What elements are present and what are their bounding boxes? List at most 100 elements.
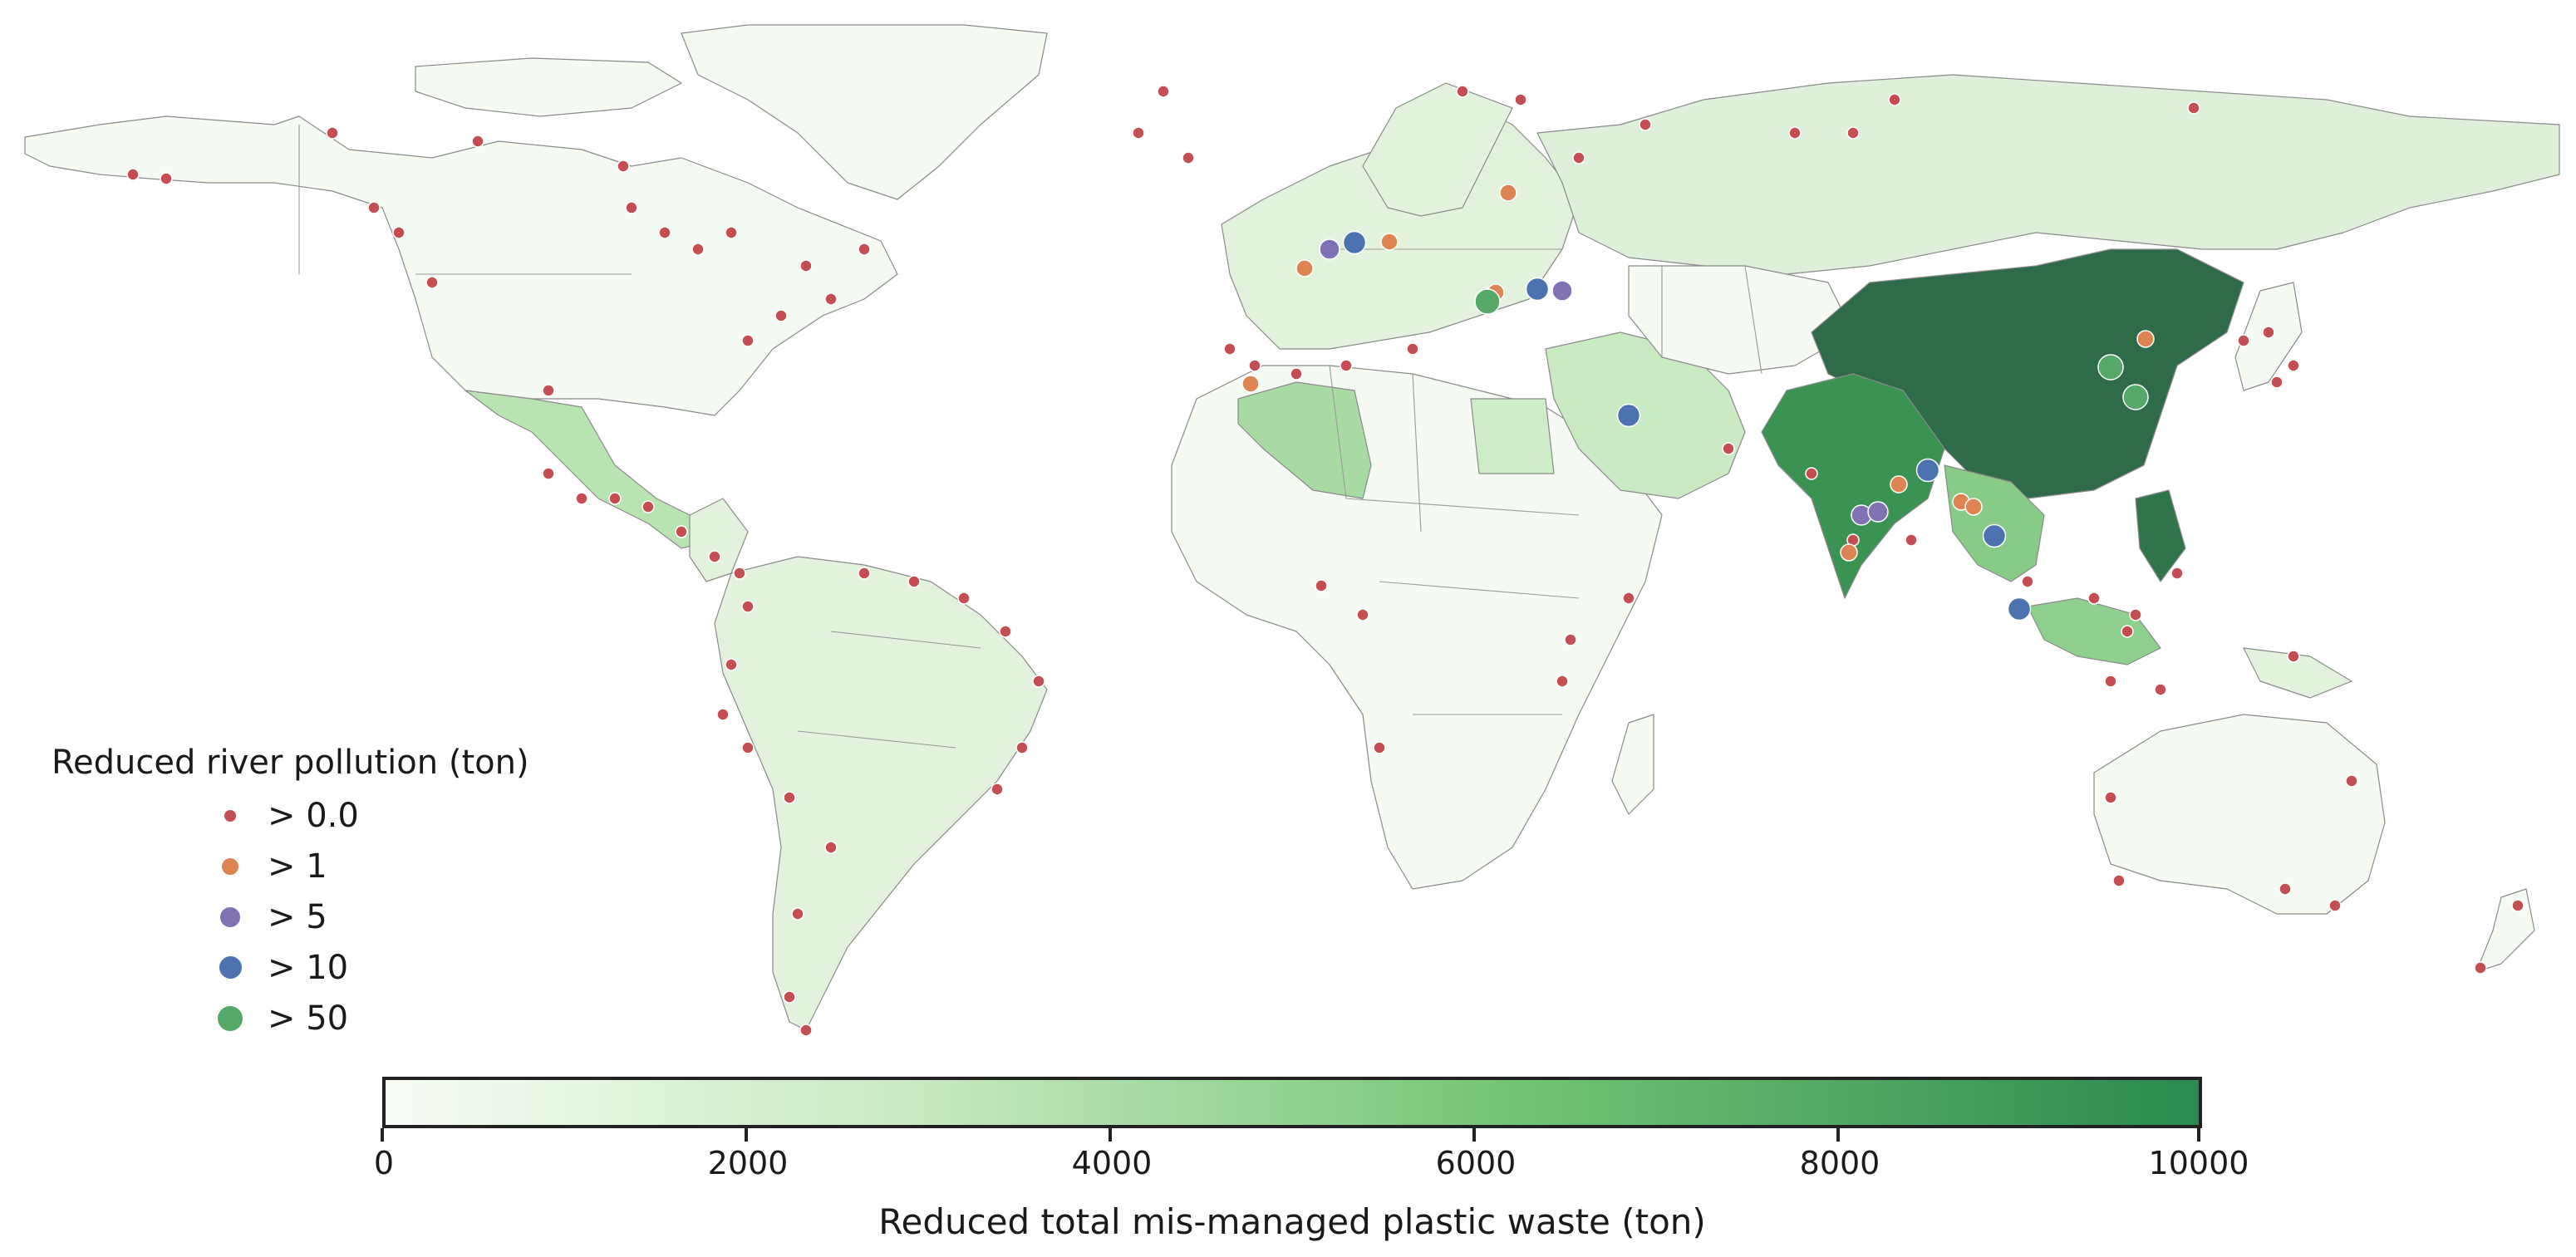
river-marker: [824, 841, 838, 854]
river-marker: [2129, 608, 2142, 621]
river-marker: [642, 500, 655, 513]
river-marker: [2474, 961, 2487, 975]
river-marker: [1474, 288, 1501, 315]
river-marker: [2136, 330, 2155, 348]
river-marker: [425, 276, 439, 289]
river-marker: [2287, 650, 2300, 663]
river-marker: [999, 625, 1012, 638]
legend-item-1: > 1: [52, 841, 529, 891]
river-marker: [542, 384, 555, 397]
river-marker: [708, 550, 721, 563]
colorbar-title: Reduced total mis-managed plastic waste …: [878, 1201, 1706, 1242]
river-marker: [1867, 501, 1889, 523]
river-marker: [1499, 184, 1517, 202]
colorbar-ticks: 0 2000 4000 6000 8000 10000: [374, 1128, 2249, 1181]
river-marker: [1964, 498, 1983, 516]
river-marker: [1888, 93, 1901, 106]
land-scandinavia: [1362, 82, 1513, 217]
river-marker: [1295, 259, 1314, 277]
river-marker: [1890, 475, 1908, 493]
river-marker: [858, 567, 871, 580]
river-marker: [2328, 899, 2342, 912]
tick-mark: [1836, 1128, 1840, 1142]
river-marker: [1905, 533, 1918, 547]
river-marker: [824, 292, 838, 306]
legend-label-3: > 10: [268, 948, 349, 987]
legend-item-2: > 5: [52, 891, 529, 942]
river-marker: [716, 708, 730, 721]
land-greenland: [681, 24, 1048, 200]
river-marker: [2104, 675, 2117, 688]
land-philippines: [2135, 489, 2186, 582]
river-marker: [2104, 791, 2117, 804]
river-marker: [907, 575, 921, 588]
river-marker: [957, 592, 971, 605]
river-marker: [367, 201, 381, 214]
river-marker: [1356, 608, 1369, 621]
land-indonesia: [2027, 597, 2161, 665]
river-marker: [575, 492, 588, 505]
tick-mark: [381, 1128, 384, 1142]
river-marker: [1622, 592, 1635, 605]
river-marker: [1182, 151, 1195, 164]
river-marker: [1722, 442, 1735, 455]
river-marker: [2262, 326, 2275, 339]
river-marker: [1241, 375, 1260, 393]
river-marker: [1290, 367, 1303, 381]
river-marker: [2021, 575, 2034, 588]
river-marker: [1406, 342, 1419, 356]
river-marker: [392, 226, 406, 239]
river-marker: [2170, 567, 2184, 580]
river-marker: [126, 168, 140, 181]
river-marker: [799, 1024, 813, 1037]
river-marker: [326, 126, 339, 140]
river-marker: [1248, 359, 1261, 372]
river-marker: [1846, 126, 1860, 140]
country-border: [797, 730, 956, 749]
river-marker: [1514, 93, 1527, 106]
river-marker: [2122, 384, 2149, 410]
land-north-america: [24, 115, 898, 416]
river-marker: [2237, 334, 2250, 347]
river-marker: [691, 243, 705, 256]
river-marker: [1840, 543, 1858, 562]
river-marker: [783, 990, 796, 1004]
country-border: [830, 631, 981, 649]
tick-label: 8000: [1799, 1145, 1880, 1181]
river-marker: [774, 309, 788, 322]
river-marker: [2511, 899, 2524, 912]
river-marker: [542, 467, 555, 480]
river-marker: [1551, 280, 1573, 302]
legend-label-1: > 1: [268, 847, 327, 886]
river-marker: [2097, 354, 2124, 381]
legend-item-3: > 10: [52, 942, 529, 993]
land-se-asia: [1944, 464, 2045, 582]
tick-mark: [745, 1128, 748, 1142]
river-marker: [2287, 359, 2300, 372]
land-australia: [2093, 714, 2386, 915]
river-marker: [1572, 151, 1585, 164]
tick-mark: [1109, 1128, 1112, 1142]
land-algeria: [1237, 381, 1372, 499]
land-canada-islands: [415, 57, 682, 117]
legend-marker-3: [217, 955, 243, 980]
river-marker: [733, 567, 746, 580]
river-marker: [2270, 376, 2283, 389]
river-marker: [1788, 126, 1802, 140]
country-border: [1345, 498, 1580, 516]
river-marker: [791, 907, 804, 921]
river-marker: [1032, 675, 1045, 688]
country-border: [1744, 265, 1762, 375]
tick-label: 0: [373, 1145, 395, 1181]
legend-item-0: > 0.0: [52, 790, 529, 841]
river-marker: [617, 160, 630, 173]
river-marker: [783, 791, 796, 804]
river-marker: [1639, 118, 1652, 131]
river-marker: [675, 525, 688, 538]
land-mexico: [465, 390, 715, 549]
tick-mark: [2197, 1128, 2200, 1142]
river-marker: [858, 243, 871, 256]
river-marker: [160, 172, 173, 185]
river-marker: [1015, 741, 1029, 754]
river-marker: [471, 135, 484, 148]
